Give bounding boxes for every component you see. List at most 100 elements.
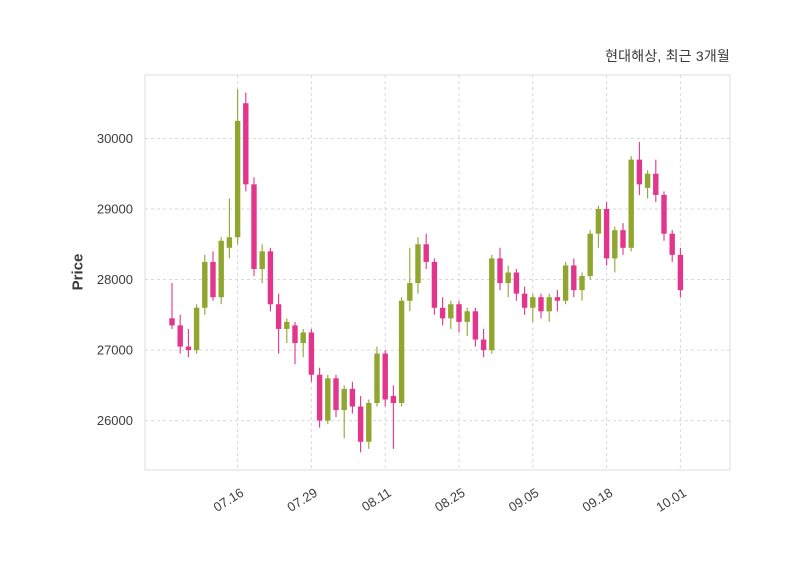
candle-body [456, 304, 462, 322]
candle-up [562, 261, 569, 305]
candle-down [669, 230, 675, 262]
candle-body [243, 103, 249, 185]
candle-body [472, 311, 479, 340]
candle-up [341, 385, 347, 439]
candle-body [489, 258, 495, 351]
candle-body [521, 293, 528, 308]
candle-down [571, 258, 577, 298]
candle-body [513, 272, 520, 294]
candle-body [448, 304, 454, 319]
candle-down [538, 293, 544, 319]
plot-border [144, 74, 731, 471]
y-tick-label: 30000 [97, 131, 133, 146]
candle-body [677, 254, 684, 291]
candle-up [193, 304, 200, 354]
candle-up [218, 237, 224, 305]
candle-down [620, 223, 626, 255]
candle-body [579, 276, 585, 291]
candle-up [579, 272, 585, 301]
candle-up [284, 318, 290, 344]
candle-up [505, 265, 511, 298]
candle-body [267, 251, 274, 305]
candle-body [185, 346, 192, 351]
candle-down [423, 233, 429, 269]
candle-body [661, 194, 667, 234]
candle-down [439, 297, 446, 326]
candle-body [407, 283, 413, 301]
candle-body [374, 353, 380, 403]
candle-up [374, 346, 380, 407]
candle-body [480, 339, 487, 351]
candle-body [357, 406, 364, 442]
candle-body [612, 230, 618, 259]
candle-body [275, 304, 282, 329]
y-tick-label: 28000 [97, 272, 133, 287]
candle-up [407, 247, 413, 312]
candle-body [439, 307, 446, 319]
candle-down [431, 258, 438, 315]
candle-down [292, 321, 298, 365]
candle-body [538, 297, 544, 312]
candle-down [636, 142, 643, 195]
candle-body [571, 265, 577, 291]
candle-body [415, 244, 421, 284]
candle-up [259, 244, 265, 284]
candle-body [218, 240, 224, 298]
candle-body [308, 332, 315, 375]
y-tick-label: 26000 [97, 413, 133, 428]
candle-body [169, 318, 175, 326]
candle-body [202, 261, 208, 308]
candle-up [202, 254, 208, 315]
x-tick-label: 09.05 [506, 485, 542, 515]
candle-body [333, 378, 339, 411]
candle-body [251, 184, 257, 269]
candle-up [612, 226, 618, 273]
candle-body [603, 209, 610, 259]
candle-up [234, 89, 241, 245]
candle-body [284, 321, 290, 329]
candle-body [325, 378, 331, 421]
candle-body [620, 230, 626, 248]
candle-down [677, 247, 684, 298]
candle-up [587, 230, 593, 280]
candle-body [398, 300, 405, 403]
candle-up [366, 399, 372, 449]
candle-body [316, 374, 323, 421]
candle-up [546, 293, 552, 322]
candle-body [292, 325, 298, 344]
x-tick-label: 07.29 [284, 485, 320, 515]
candle-down [308, 328, 315, 382]
x-tick-label: 10.01 [653, 485, 689, 515]
candle-up [226, 198, 233, 259]
candle-down [456, 300, 462, 333]
candle-body [390, 395, 397, 403]
x-tick-label: 08.11 [359, 485, 394, 514]
y-tick-label: 29000 [97, 202, 133, 217]
candle-body [349, 388, 356, 407]
candle-body [193, 307, 200, 351]
candle-down [275, 293, 282, 354]
candle-down [653, 159, 659, 202]
candle-up [595, 205, 602, 248]
candle-up [398, 297, 405, 407]
candle-down [390, 385, 397, 449]
candle-body [628, 159, 634, 248]
candle-down [472, 307, 479, 347]
candle-body [431, 261, 438, 308]
candle-up [300, 328, 306, 358]
y-tick-label: 27000 [97, 343, 133, 358]
candle-down [251, 177, 257, 277]
candle-up [530, 293, 536, 322]
candle-body [210, 261, 216, 298]
candle-body [234, 120, 241, 238]
candle-down [169, 283, 175, 329]
candle-down [333, 374, 339, 418]
candle-up [644, 170, 651, 199]
candle-down [185, 328, 192, 358]
candle-down [210, 251, 216, 301]
x-tick-label: 07.16 [211, 485, 247, 515]
chart-title: 현대해상, 최근 3개월 [605, 48, 730, 64]
candle-body [669, 233, 675, 255]
